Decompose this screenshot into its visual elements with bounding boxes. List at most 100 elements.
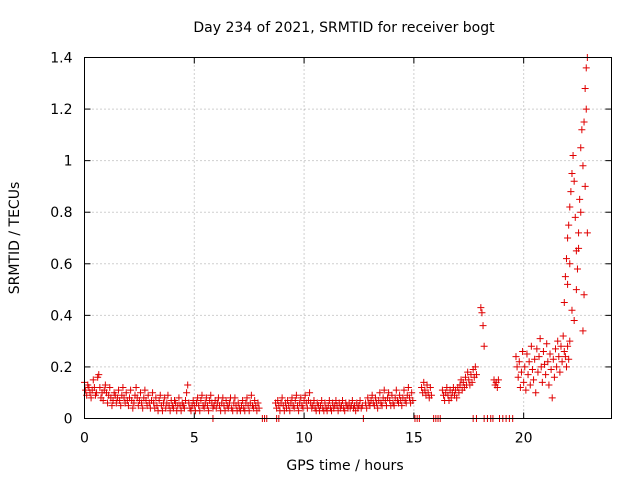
- data-point: [566, 260, 574, 268]
- data-point: [516, 384, 524, 392]
- data-point: [533, 345, 541, 353]
- chart-title: Day 234 of 2021, SRMTID for receiver bog…: [193, 20, 495, 36]
- data-point: [558, 358, 566, 366]
- data-point: [549, 355, 557, 363]
- data-point: [560, 347, 568, 355]
- data-point: [571, 213, 579, 221]
- y-tick-label: 0.8: [50, 205, 72, 221]
- data-point: [247, 391, 255, 399]
- data-point: [104, 399, 112, 407]
- data-point: [538, 378, 546, 386]
- data-point: [527, 342, 535, 350]
- data-point: [565, 221, 573, 229]
- data-point: [581, 84, 589, 92]
- data-point: [562, 255, 570, 263]
- data-point: [514, 373, 522, 381]
- data-point: [398, 402, 406, 410]
- data-point: [89, 376, 97, 384]
- data-point: [115, 386, 123, 394]
- data-point: [536, 335, 544, 343]
- data-point: [231, 394, 239, 402]
- data-point: [122, 389, 130, 397]
- data-point: [544, 358, 552, 366]
- data-point: [552, 345, 560, 353]
- data-point: [96, 384, 104, 392]
- data-point: [184, 381, 192, 389]
- data-point: [198, 391, 206, 399]
- data-point: [570, 177, 578, 185]
- data-point: [426, 384, 434, 392]
- y-tick-label: 0.2: [50, 360, 72, 376]
- data-point: [99, 396, 107, 404]
- data-point: [149, 389, 157, 397]
- data-point: [301, 391, 309, 399]
- data-point: [569, 151, 577, 159]
- data-point: [479, 322, 487, 330]
- data-point: [539, 347, 547, 355]
- data-point: [493, 384, 501, 392]
- data-point: [580, 291, 588, 299]
- data-point: [254, 399, 262, 407]
- data-point: [561, 273, 569, 281]
- data-point: [566, 337, 574, 345]
- data-point: [196, 407, 204, 415]
- data-point: [546, 350, 554, 358]
- data-point: [564, 342, 572, 350]
- data-point: [477, 304, 485, 312]
- data-point: [526, 381, 534, 389]
- data-point: [580, 118, 588, 126]
- data-point: [550, 373, 558, 381]
- data-point: [156, 391, 164, 399]
- data-point: [579, 327, 587, 335]
- data-point: [554, 337, 562, 345]
- data-point: [130, 399, 138, 407]
- data-point: [453, 394, 461, 402]
- data-point: [519, 347, 527, 355]
- data-point: [243, 394, 251, 402]
- data-point: [567, 188, 575, 196]
- data-point: [380, 386, 388, 394]
- y-tick-labels: 0 0.2 0.4 0.6 0.8 1 1.2 1.4: [50, 51, 72, 428]
- y-tick-label: 1.4: [50, 51, 72, 67]
- x-tick-label: 15: [405, 431, 423, 447]
- data-point: [576, 195, 584, 203]
- data-point: [513, 363, 521, 371]
- data-point: [548, 394, 556, 402]
- data-point: [534, 368, 542, 376]
- data-point: [278, 394, 286, 402]
- data-point: [106, 384, 114, 392]
- data-point: [532, 389, 540, 397]
- x-axis-label: GPS time / hours: [286, 458, 403, 474]
- data-point: [578, 126, 586, 134]
- data-point: [530, 376, 538, 384]
- data-point: [515, 358, 523, 366]
- data-point: [478, 309, 486, 317]
- data-point: [127, 386, 135, 394]
- data-point: [175, 394, 183, 402]
- data-point: [390, 402, 398, 410]
- data-point: [568, 170, 576, 178]
- data-point: [553, 363, 561, 371]
- data-point: [542, 371, 550, 379]
- data-point: [566, 203, 574, 211]
- data-point: [545, 381, 553, 389]
- data-point: [129, 404, 137, 412]
- data-point: [245, 407, 253, 415]
- data-point: [547, 366, 555, 374]
- data-point: [136, 389, 144, 397]
- data-point: [565, 355, 573, 363]
- data-point: [95, 371, 103, 379]
- data-point: [427, 391, 435, 399]
- data-point: [286, 407, 294, 415]
- data-point: [556, 368, 564, 376]
- data-point: [124, 402, 132, 410]
- data-point: [155, 396, 163, 404]
- data-point: [119, 384, 127, 392]
- data-point: [521, 363, 529, 371]
- data-point: [392, 386, 400, 394]
- data-point: [557, 342, 565, 350]
- data-point: [101, 381, 109, 389]
- data-point: [525, 358, 533, 366]
- data-point: [520, 378, 528, 386]
- data-point: [409, 396, 417, 404]
